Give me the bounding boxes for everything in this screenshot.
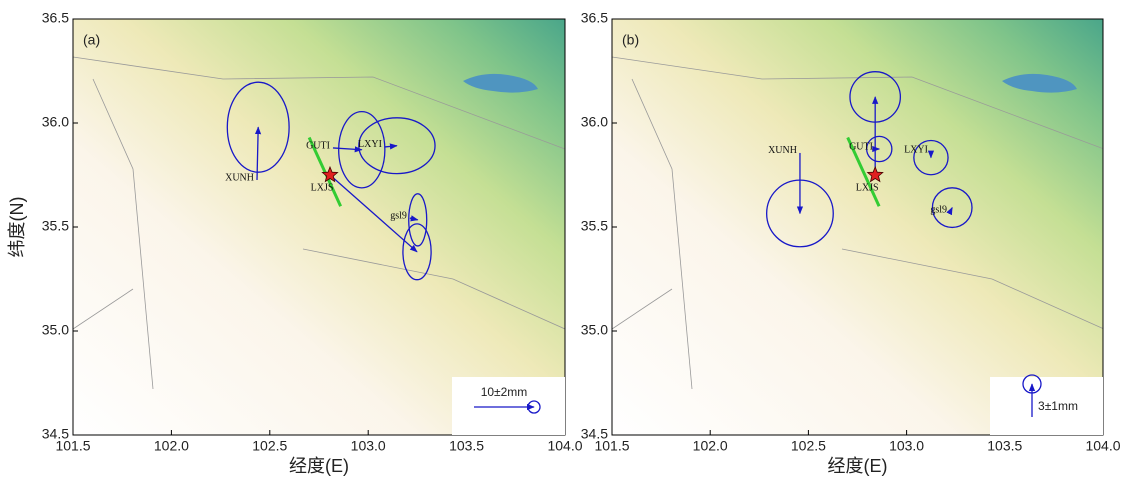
panel-label: (b) (622, 32, 639, 48)
station-label: LXJS (856, 182, 879, 193)
x-tick-label: 102.0 (693, 438, 728, 454)
y-tick-label: 35.5 (42, 218, 69, 234)
x-tick-label: 102.0 (154, 438, 189, 454)
panel-label: (a) (83, 32, 100, 48)
legend-label: 10±2mm (481, 385, 528, 399)
x-tick-label: 102.5 (252, 438, 287, 454)
station-label: LXJS (311, 182, 334, 193)
y-tick-label: 35.0 (581, 322, 608, 338)
station-label: LXYI (358, 139, 382, 150)
y-tick-label: 36.5 (42, 10, 69, 26)
y-tick-label: 35.0 (42, 322, 69, 338)
station-label: GUTI (306, 140, 330, 151)
x-axis-label: 经度(E) (289, 456, 349, 476)
y-tick-label: 35.5 (581, 218, 608, 234)
x-tick-label: 104.0 (547, 438, 582, 454)
y-tick-label: 36.5 (581, 10, 608, 26)
station-label: XUNH (768, 145, 797, 156)
y-axis-label: 纬度(N) (7, 197, 27, 258)
x-tick-label: 102.5 (791, 438, 826, 454)
x-tick-label: 103.0 (351, 438, 386, 454)
x-tick-label: 103.0 (889, 438, 924, 454)
x-tick-label: 104.0 (1085, 438, 1120, 454)
y-tick-label: 36.0 (42, 114, 69, 130)
y-tick-label: 34.5 (581, 426, 608, 442)
station-label: XUNH (225, 172, 254, 183)
station-label: gsl9 (930, 204, 947, 215)
x-axis-label: 经度(E) (828, 456, 888, 476)
y-tick-label: 36.0 (581, 114, 608, 130)
terrain (612, 19, 1104, 435)
figure: 101.5102.0102.5103.0103.5104.034.535.035… (0, 0, 1126, 479)
terrain (73, 19, 565, 435)
y-tick-label: 34.5 (42, 426, 69, 442)
station-label: gsl9 (390, 210, 407, 221)
x-tick-label: 103.5 (449, 438, 484, 454)
station-label: LXYI (904, 144, 928, 155)
legend-label: 3±1mm (1038, 399, 1078, 413)
x-tick-label: 103.5 (987, 438, 1022, 454)
station-label: GUTI (849, 141, 873, 152)
